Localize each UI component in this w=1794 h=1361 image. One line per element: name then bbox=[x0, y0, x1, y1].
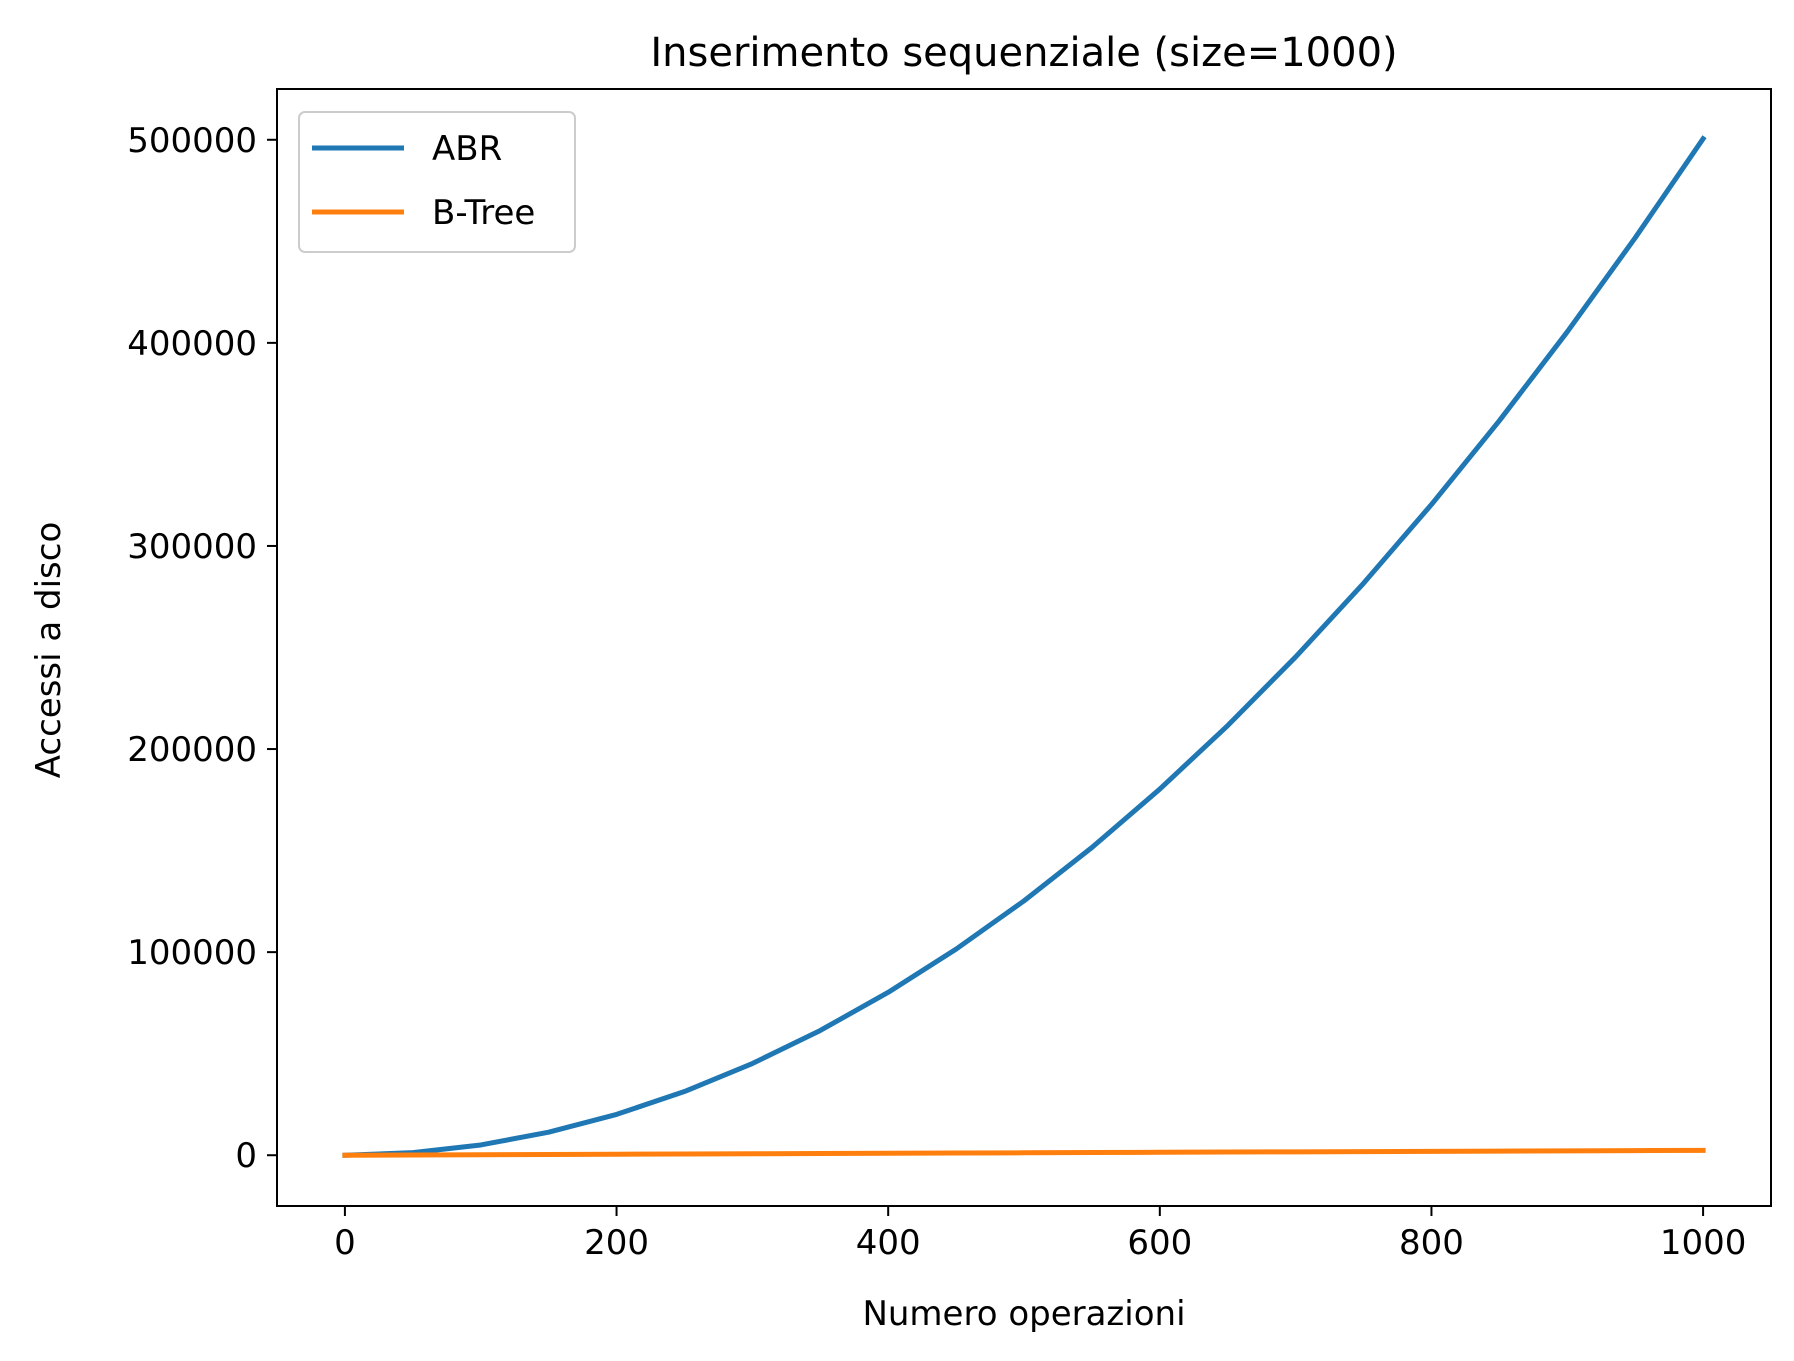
x-tick-label: 200 bbox=[584, 1223, 649, 1263]
legend-label-abr: ABR bbox=[432, 129, 502, 169]
legend: ABR B-Tree bbox=[298, 111, 576, 253]
series-line-b-tree bbox=[342, 1147, 1706, 1158]
x-tick-label: 800 bbox=[1399, 1223, 1464, 1263]
x-tick-label: 0 bbox=[334, 1223, 356, 1263]
x-tick-label: 400 bbox=[856, 1223, 921, 1263]
series-layer bbox=[342, 135, 1707, 1158]
y-tick-label: 300000 bbox=[127, 527, 257, 567]
x-axis: 0 200 400 600 800 1000 bbox=[334, 1206, 1746, 1263]
x-tick-label: 1000 bbox=[1660, 1223, 1747, 1263]
chart-title: Inserimento sequenziale (size=1000) bbox=[650, 30, 1397, 76]
y-tick-label: 0 bbox=[235, 1136, 257, 1176]
y-tick-label: 100000 bbox=[127, 933, 257, 973]
x-tick-label: 600 bbox=[1127, 1223, 1192, 1263]
series-line-abr bbox=[342, 135, 1707, 1158]
x-axis-label: Numero operazioni bbox=[862, 1294, 1185, 1334]
plot-area-frame bbox=[276, 88, 1772, 1207]
y-tick-label: 200000 bbox=[127, 730, 257, 770]
legend-label-b-tree: B-Tree bbox=[432, 193, 535, 233]
y-axis: 0 100000 200000 300000 400000 500000 bbox=[127, 121, 277, 1176]
y-axis-label: Accessi a disco bbox=[29, 522, 69, 779]
y-tick-label: 500000 bbox=[127, 121, 257, 161]
y-tick-label: 400000 bbox=[127, 324, 257, 364]
